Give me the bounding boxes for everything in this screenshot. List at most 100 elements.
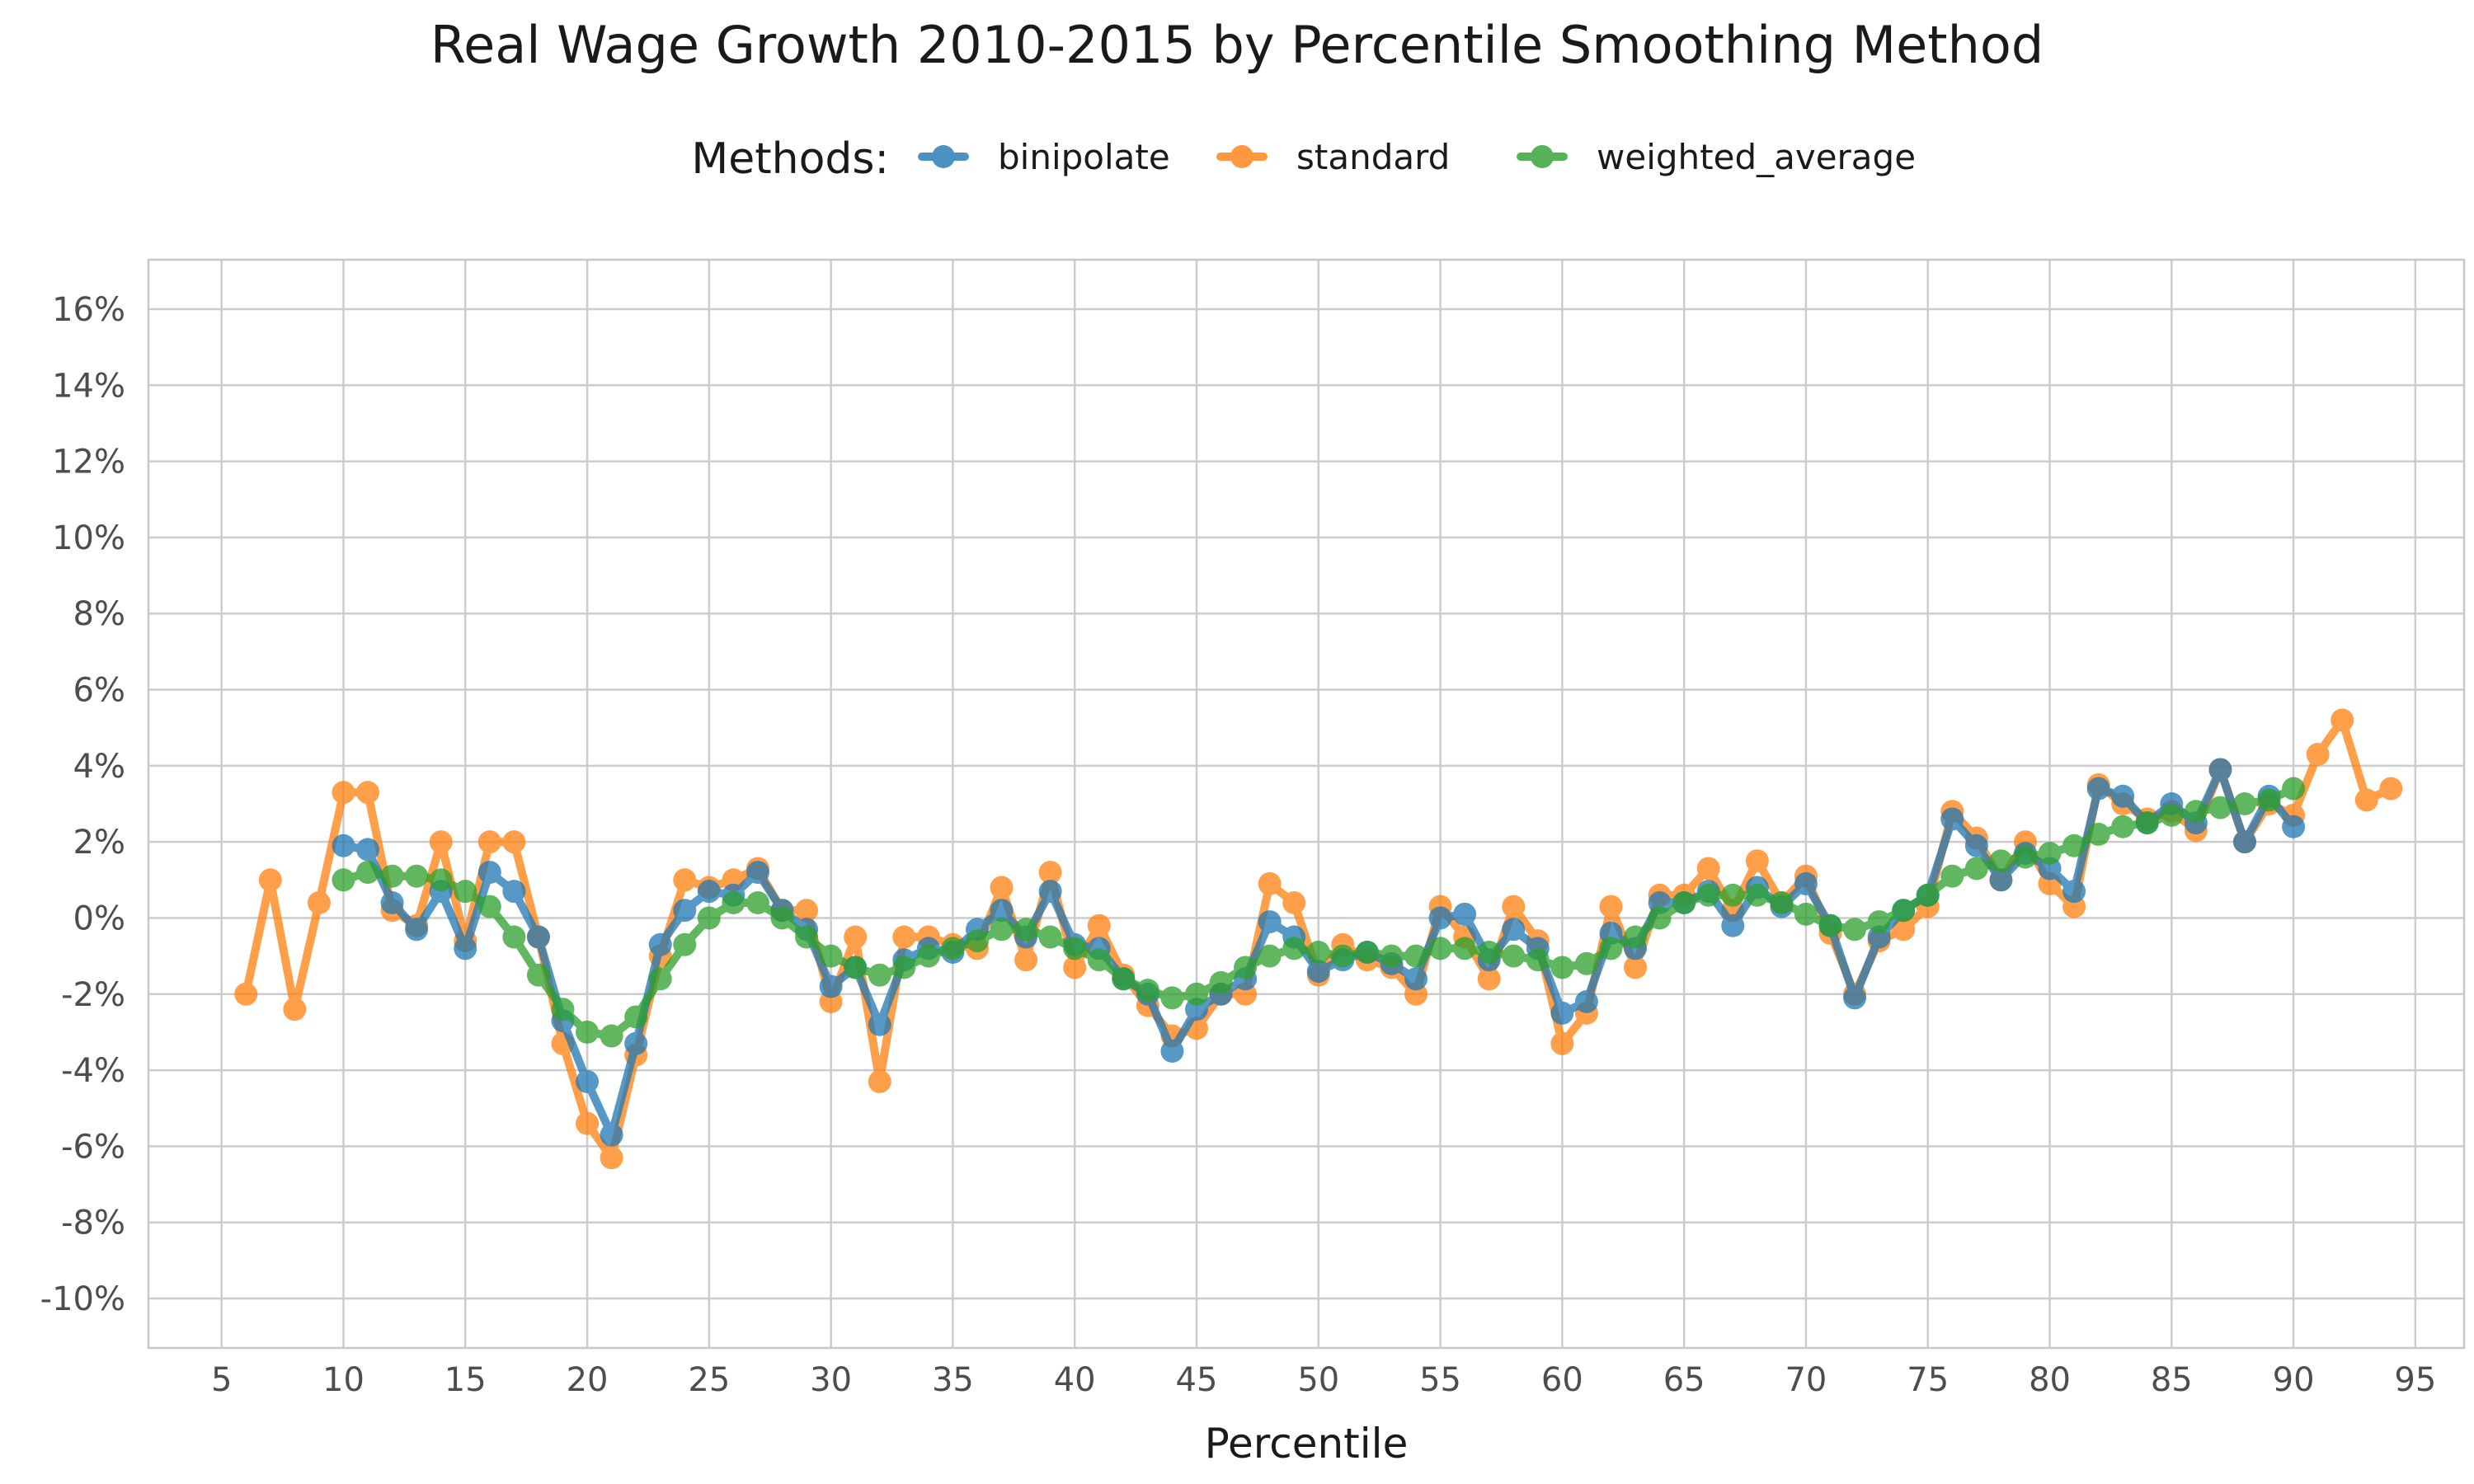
data-point-binipolate [332, 834, 355, 857]
data-point-weighted_average [2013, 845, 2037, 869]
data-point-binipolate [2086, 777, 2110, 801]
data-point-weighted_average [648, 967, 672, 991]
data-point-weighted_average [1818, 913, 1842, 937]
x-tick-label: 85 [2151, 1361, 2193, 1399]
x-tick-label: 30 [810, 1361, 852, 1399]
data-point-binipolate [697, 880, 721, 904]
y-tick-label: 10% [52, 519, 125, 557]
data-point-weighted_average [2184, 800, 2208, 824]
y-tick-label: -6% [61, 1128, 125, 1166]
data-point-standard [1477, 967, 1501, 991]
data-point-weighted_average [2062, 834, 2086, 857]
data-point-weighted_average [745, 891, 769, 914]
data-point-binipolate [990, 899, 1014, 923]
legend-item-weighted_average [1517, 145, 1568, 168]
data-point-weighted_average [356, 861, 380, 885]
data-point-standard [1063, 956, 1087, 979]
legend-item-binipolate [918, 145, 969, 168]
data-point-weighted_average [624, 1005, 648, 1029]
data-point-weighted_average [1014, 918, 1038, 942]
data-point-weighted_average [892, 956, 916, 979]
data-point-binipolate [1843, 986, 1867, 1010]
data-point-binipolate [1794, 871, 1818, 895]
data-point-binipolate [2282, 815, 2306, 838]
x-axis-title: Percentile [1205, 1420, 1409, 1468]
data-point-weighted_average [1940, 864, 1964, 888]
data-point-standard [356, 781, 380, 805]
y-tick-label: -4% [61, 1052, 125, 1090]
data-point-weighted_average [2257, 788, 2281, 812]
data-point-weighted_average [1672, 891, 1696, 914]
data-point-weighted_average [697, 906, 721, 930]
data-point-binipolate [624, 1031, 648, 1055]
data-point-weighted_average [941, 937, 965, 960]
data-point-weighted_average [405, 864, 429, 888]
data-point-weighted_average [1867, 910, 1891, 934]
data-point-weighted_average [1404, 944, 1428, 968]
data-point-weighted_average [795, 925, 819, 949]
data-point-binipolate [600, 1123, 623, 1147]
data-point-weighted_average [1526, 948, 1550, 972]
x-tick-label: 40 [1054, 1361, 1096, 1399]
data-point-weighted_average [844, 956, 868, 979]
data-point-weighted_average [1184, 982, 1208, 1006]
data-point-weighted_average [2282, 777, 2306, 801]
data-point-weighted_average [1306, 941, 1330, 964]
x-tick-label: 90 [2273, 1361, 2315, 1399]
data-point-weighted_average [1648, 906, 1672, 930]
data-point-weighted_average [1136, 979, 1159, 1003]
data-point-weighted_average [1112, 967, 1136, 991]
y-axis-ticks: -10% -8% -6% -4% -2% 0% 2% 4% 6% 8% 10% 12% 14% 16% [40, 291, 125, 1318]
data-point-weighted_average [2232, 792, 2256, 815]
data-point-standard [990, 876, 1014, 899]
data-point-standard [1696, 857, 1720, 881]
data-point-weighted_average [1160, 986, 1184, 1010]
legend-item-standard [1216, 145, 1268, 168]
data-point-standard [1550, 1031, 1574, 1055]
data-point-standard [307, 891, 331, 914]
data-point-binipolate [1428, 906, 1452, 930]
plot-frame [147, 258, 2466, 1350]
x-tick-label: 25 [688, 1361, 730, 1399]
data-point-weighted_average [722, 891, 745, 914]
data-point-weighted_average [600, 1024, 623, 1048]
data-point-weighted_average [2135, 811, 2159, 835]
data-point-weighted_average [551, 998, 575, 1021]
data-point-weighted_average [965, 929, 989, 953]
data-point-weighted_average [819, 944, 843, 968]
x-tick-label: 60 [1541, 1361, 1583, 1399]
data-point-weighted_average [1038, 925, 1062, 949]
data-point-binipolate [356, 838, 380, 862]
data-point-binipolate [2111, 784, 2135, 808]
data-point-weighted_average [1063, 937, 1087, 960]
legend: Methods: binipolate standard weighted_aver… [691, 134, 1916, 184]
y-tick-label: 0% [73, 899, 125, 937]
legend-label-standard: standard [1296, 137, 1450, 177]
data-point-binipolate [1404, 967, 1428, 991]
data-point-weighted_average [1696, 883, 1720, 907]
data-point-weighted_average [990, 918, 1014, 942]
data-point-binipolate [477, 861, 501, 885]
data-point-weighted_average [1574, 951, 1598, 975]
data-point-weighted_average [1550, 956, 1574, 979]
data-point-weighted_average [1209, 970, 1233, 994]
data-point-weighted_average [2086, 822, 2110, 846]
data-point-weighted_average [1258, 944, 1282, 968]
data-point-binipolate [1940, 807, 1964, 831]
data-point-binipolate [405, 918, 429, 942]
data-point-binipolate [1550, 1001, 1574, 1025]
x-tick-label: 5 [211, 1361, 232, 1399]
data-point-binipolate [502, 880, 526, 904]
data-point-standard [258, 868, 282, 892]
data-point-weighted_average [2160, 803, 2184, 827]
y-tick-label: 14% [52, 367, 125, 405]
legend-swatch-marker [1230, 145, 1253, 168]
y-tick-label: -8% [61, 1205, 125, 1242]
x-tick-label: 75 [1907, 1361, 1949, 1399]
data-point-weighted_average [1331, 944, 1355, 968]
data-point-binipolate [1721, 913, 1745, 937]
data-point-weighted_average [1989, 849, 2013, 873]
data-point-binipolate [868, 1012, 891, 1036]
data-point-standard [1502, 895, 1526, 918]
